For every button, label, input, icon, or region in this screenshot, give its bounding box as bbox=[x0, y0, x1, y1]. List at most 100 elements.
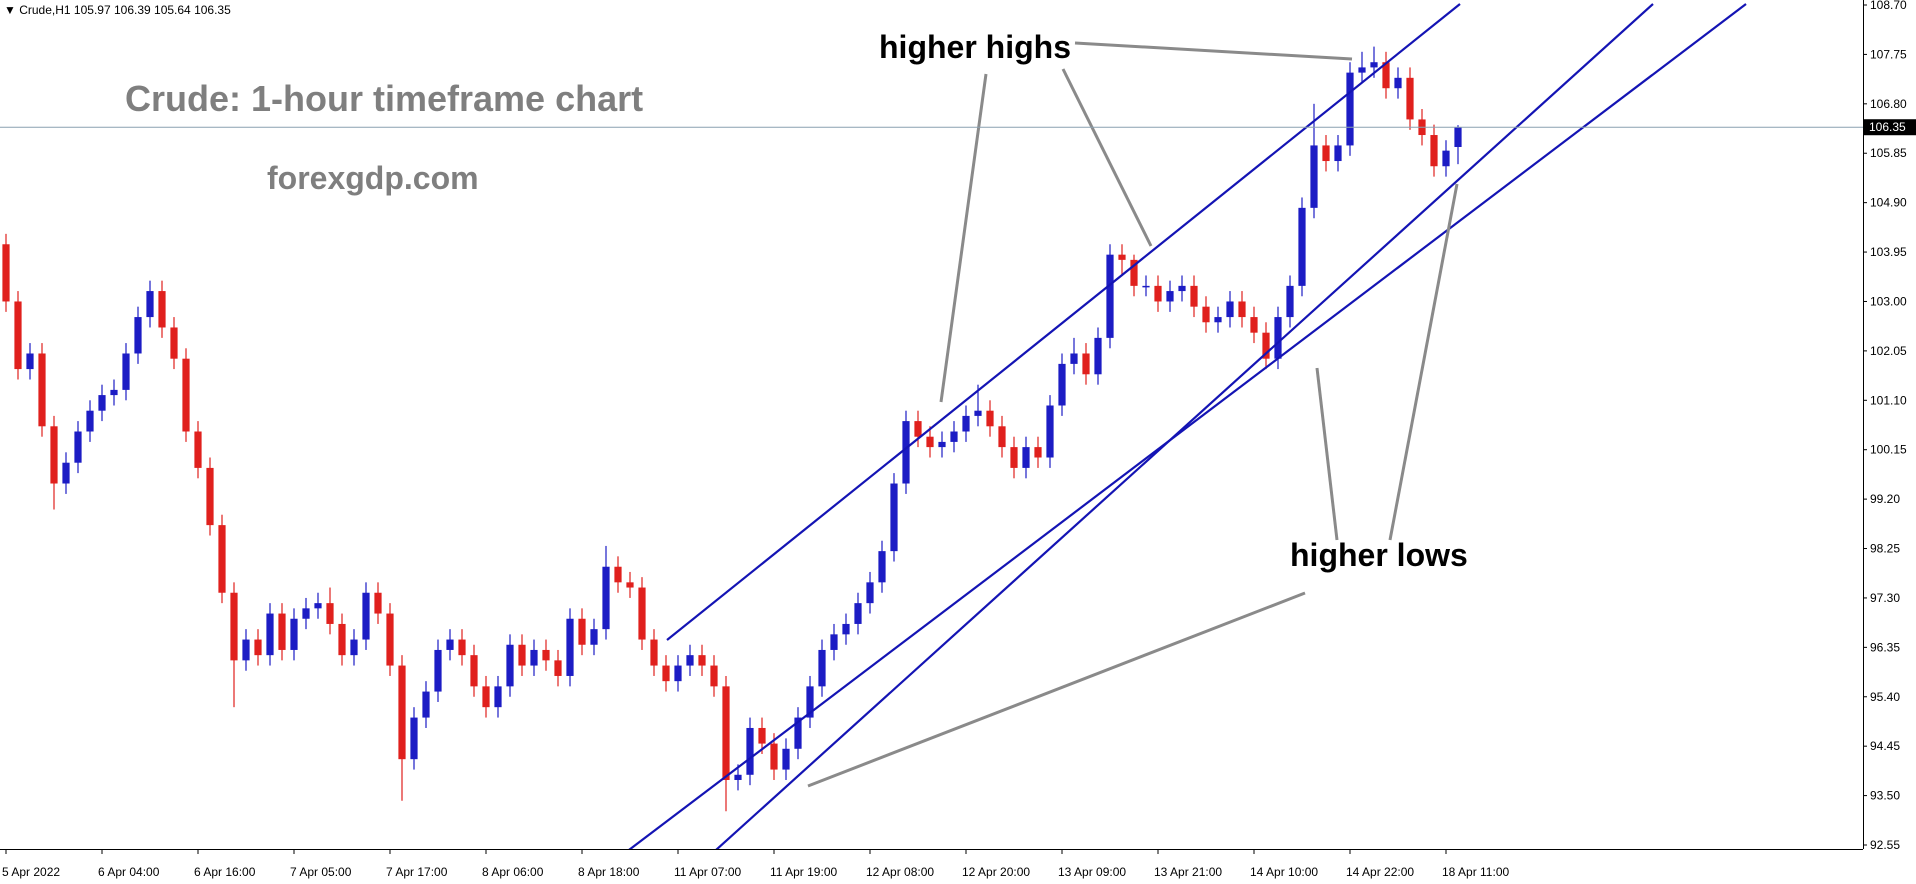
y-tick-label: 101.10 bbox=[1870, 393, 1907, 407]
ohlc-low: 105.64 bbox=[154, 3, 191, 17]
candle-body bbox=[1370, 62, 1378, 68]
candle-body bbox=[602, 566, 610, 630]
candle-body bbox=[470, 655, 478, 687]
candle-body bbox=[902, 421, 910, 484]
y-tick-label: 103.00 bbox=[1870, 294, 1907, 308]
candle-body bbox=[50, 426, 58, 484]
candle-body bbox=[806, 686, 814, 718]
candle-body bbox=[1178, 285, 1186, 292]
candle-body bbox=[998, 426, 1006, 448]
y-tick-label: 108.70 bbox=[1870, 0, 1907, 12]
y-tick-label: 100.15 bbox=[1870, 443, 1907, 457]
x-tick-label: 8 Apr 18:00 bbox=[578, 865, 640, 879]
pointer bbox=[1074, 41, 1353, 61]
y-tick-label: 104.90 bbox=[1870, 196, 1907, 210]
candle-body bbox=[986, 410, 994, 427]
candle-body bbox=[278, 613, 286, 650]
candle-body bbox=[674, 665, 682, 682]
y-tick-label: 94.45 bbox=[1870, 739, 1900, 753]
candle-body bbox=[302, 608, 310, 619]
x-tick-label: 11 Apr 07:00 bbox=[674, 865, 741, 879]
candle-body bbox=[422, 691, 430, 718]
candle-body bbox=[878, 551, 886, 583]
candle-body bbox=[1430, 135, 1438, 167]
candle-body bbox=[1298, 207, 1306, 286]
candle-body bbox=[530, 649, 538, 666]
candle-body bbox=[1082, 353, 1090, 375]
x-tick-label: 12 Apr 08:00 bbox=[866, 865, 934, 879]
candle-body bbox=[710, 665, 718, 687]
x-tick-label: 6 Apr 16:00 bbox=[194, 865, 256, 879]
y-tick-label: 95.40 bbox=[1870, 690, 1900, 704]
candle-body bbox=[1130, 259, 1138, 286]
candle-body bbox=[686, 655, 694, 666]
x-tick-label: 18 Apr 11:00 bbox=[1442, 865, 1509, 879]
candle-body bbox=[1274, 317, 1282, 359]
candle-body bbox=[158, 291, 166, 328]
candle-body bbox=[1454, 127, 1462, 147]
y-tick-label: 106.80 bbox=[1870, 97, 1907, 111]
candle-body bbox=[1214, 317, 1222, 323]
candle-body bbox=[662, 665, 670, 682]
candle-body bbox=[350, 639, 358, 656]
candle-body bbox=[386, 613, 394, 666]
channel-lower bbox=[628, 3, 1747, 849]
candle-body bbox=[734, 774, 742, 780]
candle-body bbox=[1286, 285, 1294, 318]
pointer bbox=[939, 73, 988, 403]
candle-body bbox=[1118, 254, 1126, 260]
candle-body bbox=[914, 421, 922, 437]
candle-body bbox=[1310, 145, 1318, 208]
candle-body bbox=[206, 467, 214, 526]
candle-body bbox=[242, 639, 250, 661]
candle-body bbox=[1382, 62, 1390, 89]
y-tick-label: 105.85 bbox=[1870, 146, 1907, 160]
annotation: higher highs bbox=[879, 29, 1071, 65]
candle-body bbox=[1094, 337, 1102, 375]
candle-body bbox=[830, 634, 838, 650]
y-tick-label: 99.20 bbox=[1870, 492, 1900, 506]
candle-body bbox=[182, 358, 190, 432]
candle-body bbox=[758, 727, 766, 744]
candle-body bbox=[38, 353, 46, 427]
candle-body bbox=[746, 727, 754, 775]
y-tick-label: 98.25 bbox=[1870, 542, 1900, 556]
candle-body bbox=[650, 639, 658, 666]
annotation-pointers bbox=[807, 41, 1459, 788]
ohlc-high: 106.39 bbox=[114, 3, 151, 17]
candle-body bbox=[1142, 285, 1150, 288]
candle-body bbox=[854, 603, 862, 624]
candle-body bbox=[842, 623, 850, 635]
candle-body bbox=[1358, 67, 1366, 73]
candle-body bbox=[74, 431, 82, 463]
candle-body bbox=[398, 665, 406, 760]
last-price-box bbox=[1864, 119, 1916, 136]
candle-body bbox=[1022, 447, 1030, 468]
candle-body bbox=[770, 743, 778, 770]
candle-body bbox=[122, 353, 130, 390]
last-price-label: 106.35 bbox=[1869, 120, 1906, 134]
candle-body bbox=[566, 618, 574, 676]
y-tick-label: 102.05 bbox=[1870, 344, 1907, 358]
channel-middle bbox=[715, 3, 1654, 849]
candle-body bbox=[482, 686, 490, 708]
candle-body bbox=[926, 436, 934, 448]
candle-body bbox=[266, 613, 274, 656]
candle-body bbox=[1070, 353, 1078, 364]
y-tick-label: 107.75 bbox=[1870, 47, 1907, 61]
x-tick-label: 8 Apr 06:00 bbox=[482, 865, 544, 879]
ohlc-close: 106.35 bbox=[194, 3, 231, 17]
candle-body bbox=[962, 415, 970, 432]
candle-body bbox=[314, 603, 322, 609]
channel bbox=[628, 3, 1747, 849]
candle-body bbox=[818, 649, 826, 687]
candle-body bbox=[374, 592, 382, 614]
candle-body bbox=[1058, 363, 1066, 406]
candle-body bbox=[458, 639, 466, 656]
candle-body bbox=[518, 644, 526, 666]
candle-body bbox=[1262, 332, 1270, 359]
ohlc-open: 105.97 bbox=[74, 3, 111, 17]
candle-body bbox=[626, 582, 634, 588]
channel-upper bbox=[666, 3, 1461, 641]
